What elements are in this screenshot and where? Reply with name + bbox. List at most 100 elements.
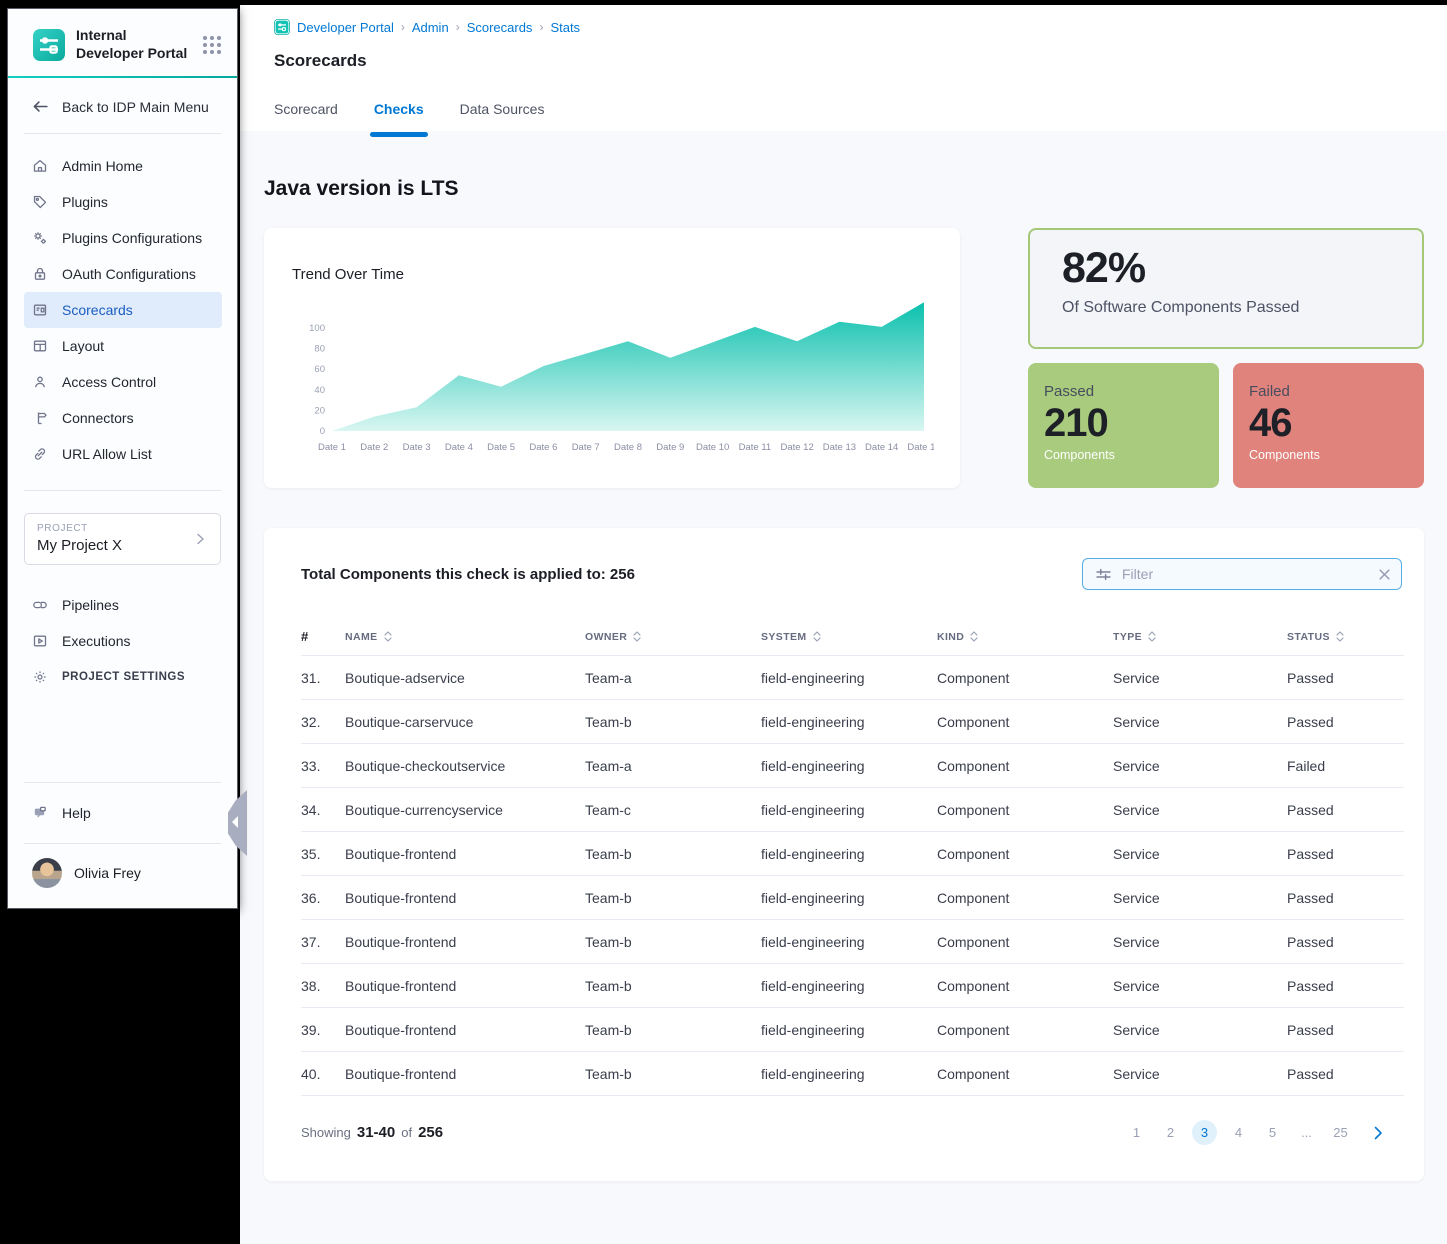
pagination-ellipsis: ... xyxy=(1294,1120,1319,1145)
component-name: Boutique-adservice xyxy=(345,670,585,686)
sort-icon xyxy=(1148,631,1156,642)
clear-filter-icon[interactable] xyxy=(1378,568,1391,581)
filter-sliders-icon[interactable] xyxy=(1095,566,1112,583)
apps-grid-icon[interactable] xyxy=(203,36,221,54)
column-header-status[interactable]: STATUS xyxy=(1287,631,1404,643)
page-number-2[interactable]: 2 xyxy=(1158,1120,1183,1145)
svg-text:Date 14: Date 14 xyxy=(865,442,898,453)
component-name: Boutique-frontend xyxy=(345,978,585,994)
table-row[interactable]: 33.Boutique-checkoutserviceTeam-afield-e… xyxy=(301,744,1404,788)
sidebar-item-plugins[interactable]: Plugins xyxy=(24,184,222,220)
table-row[interactable]: 34.Boutique-currencyserviceTeam-cfield-e… xyxy=(301,788,1404,832)
table-row[interactable]: 32.Boutique-carservuceTeam-bfield-engine… xyxy=(301,700,1404,744)
trend-over-time-card: Trend Over Time 020406080100Date 1Date 2… xyxy=(264,228,960,488)
row-number: 31. xyxy=(301,670,345,686)
breadcrumb-separator: › xyxy=(539,20,543,34)
status: Passed xyxy=(1287,1022,1404,1038)
status: Passed xyxy=(1287,846,1404,862)
kind: Component xyxy=(937,1066,1113,1082)
sidebar-panel: Internal Developer Portal Back to IDP Ma… xyxy=(7,8,238,909)
svg-text:Date 7: Date 7 xyxy=(572,442,600,453)
user-menu[interactable]: Olivia Frey xyxy=(8,844,237,908)
svg-text:Date 12: Date 12 xyxy=(780,442,813,453)
breadcrumb-item[interactable]: Developer Portal xyxy=(297,20,394,35)
failed-unit: Components xyxy=(1249,448,1408,462)
breadcrumb-item[interactable]: Admin xyxy=(412,20,449,35)
sidebar-item-plugins-configurations[interactable]: Plugins Configurations xyxy=(24,220,222,256)
column-header-kind[interactable]: KIND xyxy=(937,631,1113,643)
filter-input[interactable] xyxy=(1122,566,1368,582)
svg-text:Date 13: Date 13 xyxy=(823,442,856,453)
table-row[interactable]: 39.Boutique-frontendTeam-bfield-engineer… xyxy=(301,1008,1404,1052)
sidebar-item-project-settings[interactable]: PROJECT SETTINGS xyxy=(24,659,222,695)
status: Failed xyxy=(1287,758,1404,774)
type: Service xyxy=(1113,670,1287,686)
page-number-25[interactable]: 25 xyxy=(1328,1120,1353,1145)
column-header-system[interactable]: SYSTEM xyxy=(761,631,937,643)
tab-data-sources[interactable]: Data Sources xyxy=(460,95,545,137)
type: Service xyxy=(1113,978,1287,994)
idp-logo-icon xyxy=(274,19,290,35)
main-area: Developer Portal › Admin › Scorecards › … xyxy=(240,5,1447,1244)
svg-text:80: 80 xyxy=(314,344,325,355)
sidebar-item-layout[interactable]: Layout xyxy=(24,328,222,364)
column-header-owner[interactable]: OWNER xyxy=(585,631,761,643)
back-to-idp-main-menu[interactable]: Back to IDP Main Menu xyxy=(8,78,237,133)
help-chat-icon xyxy=(32,805,49,821)
breadcrumb-item[interactable]: Scorecards xyxy=(467,20,533,35)
sidebar-item-pipelines[interactable]: Pipelines xyxy=(24,587,222,623)
svg-text:40: 40 xyxy=(314,385,325,396)
kind: Component xyxy=(937,846,1113,862)
component-name: Boutique-frontend xyxy=(345,934,585,950)
svg-text:Date 15: Date 15 xyxy=(907,442,934,453)
page-number-1[interactable]: 1 xyxy=(1124,1120,1149,1145)
breadcrumb-item[interactable]: Stats xyxy=(550,20,580,35)
sidebar-item-scorecards[interactable]: Scorecards xyxy=(24,292,222,328)
passed-count: 210 xyxy=(1044,400,1203,446)
tab-scorecard[interactable]: Scorecard xyxy=(274,95,338,137)
table-header-row: #NAMEOWNERSYSTEMKINDTYPESTATUS xyxy=(301,618,1404,656)
table-row[interactable]: 38.Boutique-frontendTeam-bfield-engineer… xyxy=(301,964,1404,1008)
page-number-4[interactable]: 4 xyxy=(1226,1120,1251,1145)
table-row[interactable]: 37.Boutique-frontendTeam-bfield-engineer… xyxy=(301,920,1404,964)
tab-checks[interactable]: Checks xyxy=(374,95,424,137)
sort-icon xyxy=(1336,631,1344,642)
sidebar-item-admin-home[interactable]: Admin Home xyxy=(24,148,222,184)
table-row[interactable]: 40.Boutique-frontendTeam-bfield-engineer… xyxy=(301,1052,1404,1096)
failed-count: 46 xyxy=(1249,400,1408,446)
sidebar-item-help[interactable]: Help xyxy=(24,795,222,831)
svg-text:Date 3: Date 3 xyxy=(403,442,431,453)
page-number-5[interactable]: 5 xyxy=(1260,1120,1285,1145)
sidebar-item-url-allow-list[interactable]: URL Allow List xyxy=(24,436,222,472)
product-logo-icon xyxy=(32,28,66,62)
column-header-type[interactable]: TYPE xyxy=(1113,631,1287,643)
status: Passed xyxy=(1287,978,1404,994)
table-row[interactable]: 35.Boutique-frontendTeam-bfield-engineer… xyxy=(301,832,1404,876)
project-selector[interactable]: PROJECT My Project X xyxy=(24,513,221,565)
table-row[interactable]: 36.Boutique-frontendTeam-bfield-engineer… xyxy=(301,876,1404,920)
passed-unit: Components xyxy=(1044,448,1203,462)
sidebar-item-oauth-configurations[interactable]: OAuth Configurations xyxy=(24,256,222,292)
passed-label: Passed xyxy=(1044,383,1203,400)
next-page-button[interactable] xyxy=(1370,1125,1386,1141)
components-table-card: Total Components this check is applied t… xyxy=(264,528,1424,1181)
svg-text:100: 100 xyxy=(309,323,325,334)
sidebar-item-access-control[interactable]: Access Control xyxy=(24,364,222,400)
page-number-3[interactable]: 3 xyxy=(1192,1120,1217,1145)
svg-text:Date 5: Date 5 xyxy=(487,442,515,453)
table-row[interactable]: 31.Boutique-adserviceTeam-afield-enginee… xyxy=(301,656,1404,700)
sidebar-item-connectors[interactable]: Connectors xyxy=(24,400,222,436)
sidebar-item-executions[interactable]: Executions xyxy=(24,623,222,659)
project-eyebrow: PROJECT xyxy=(37,523,192,534)
sort-icon xyxy=(384,631,392,642)
owner: Team-b xyxy=(585,1022,761,1038)
executions-icon xyxy=(32,633,49,649)
table-title: Total Components this check is applied t… xyxy=(301,566,635,583)
status: Passed xyxy=(1287,714,1404,730)
svg-text:0: 0 xyxy=(320,426,325,437)
passed-card: Passed 210 Components xyxy=(1028,363,1219,488)
admin-nav: Admin Home Plugins Plugins Configuration… xyxy=(8,134,237,472)
system: field-engineering xyxy=(761,758,937,774)
system: field-engineering xyxy=(761,890,937,906)
column-header-name[interactable]: NAME xyxy=(345,631,585,643)
